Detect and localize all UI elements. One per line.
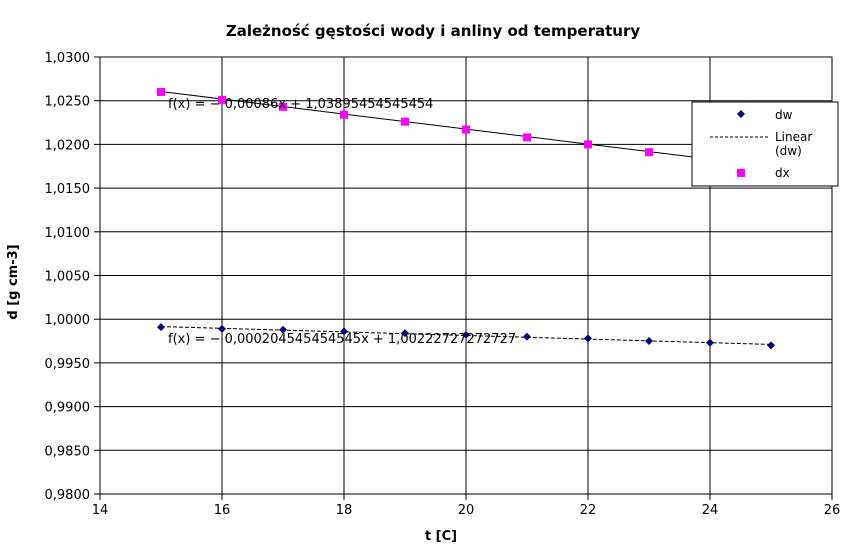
legend-label-linear-dw: Linear (dw) <box>775 130 816 158</box>
point-dw <box>279 325 287 334</box>
y-tick-label: 0,9950 <box>45 357 91 372</box>
trendline-equation-dw: f(x) = − 0,000204545454545x + 1,00222727… <box>168 332 516 347</box>
point-dw <box>462 330 470 339</box>
x-axis-label: t [C] <box>425 529 457 544</box>
trendline-equation-dx: f(x) = − 0,00086x + 1,03895454545454 <box>168 97 433 112</box>
point-dx <box>462 125 470 134</box>
point-dw <box>523 332 531 341</box>
y-tick-label: 1,0250 <box>45 95 91 110</box>
point-dx <box>340 110 348 119</box>
point-dw <box>157 323 165 332</box>
y-tick-label: 1,0000 <box>45 313 91 328</box>
point-dw <box>340 327 348 336</box>
legend-box <box>691 101 839 187</box>
y-tick-label: 0,9800 <box>45 488 91 503</box>
legend-label-dx: dx <box>775 166 790 180</box>
point-dw <box>645 337 653 346</box>
legend-marker-dw <box>737 110 745 118</box>
point-dx <box>218 95 226 104</box>
point-dw <box>218 324 226 333</box>
chart-title: Zależność gęstości wody i anliny od temp… <box>226 22 641 40</box>
trendline-dx <box>160 90 741 164</box>
point-dx <box>584 140 592 149</box>
y-tick-label: 1,0050 <box>45 270 91 285</box>
legend: dw Linear (dw) dx <box>691 101 839 187</box>
y-axis-label: d [g cm-3] <box>6 244 21 319</box>
x-tick-label: 14 <box>92 503 109 518</box>
point-dx <box>157 87 165 96</box>
x-tick-label: 18 <box>336 503 353 518</box>
point-dw <box>767 341 775 350</box>
x-tick-label: 16 <box>214 503 231 518</box>
y-tick-label: 1,0200 <box>45 138 91 153</box>
x-tick-label: 22 <box>580 503 597 518</box>
data-points <box>157 87 775 350</box>
tick-labels: 0,9800 0,9850 0,9900 0,9950 1,0000 1,0050 1,01… <box>45 51 841 518</box>
point-dx <box>401 117 409 126</box>
gridlines <box>94 56 833 500</box>
point-dx <box>279 102 287 111</box>
point-dw <box>706 338 714 347</box>
point-dx <box>523 133 531 142</box>
y-tick-label: 0,9850 <box>45 444 91 459</box>
point-dw <box>584 334 592 343</box>
point-dw <box>401 329 409 338</box>
x-tick-label: 26 <box>824 503 841 518</box>
y-tick-label: 1,0100 <box>45 226 91 241</box>
y-tick-label: 0,9900 <box>45 401 91 416</box>
y-tick-label: 1,0300 <box>45 51 91 66</box>
legend-label-dw: dw <box>775 108 793 122</box>
y-tick-label: 1,0150 <box>45 182 91 197</box>
x-tick-label: 20 <box>458 503 475 518</box>
x-tick-label: 24 <box>702 503 719 518</box>
point-dx <box>645 148 653 157</box>
legend-marker-dx <box>737 169 745 177</box>
trendlines <box>160 90 772 345</box>
